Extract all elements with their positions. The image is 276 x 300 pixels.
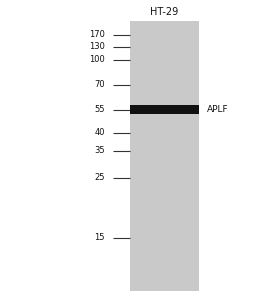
Text: HT-29: HT-29	[150, 7, 178, 17]
Text: 25: 25	[94, 173, 105, 182]
Text: 55: 55	[94, 105, 105, 114]
Text: 40: 40	[94, 128, 105, 137]
Text: APLF: APLF	[207, 105, 229, 114]
Text: 130: 130	[89, 42, 105, 51]
Bar	[130, 105, 199, 114]
Text: 170: 170	[89, 30, 105, 39]
Text: 35: 35	[94, 146, 105, 155]
Text: 70: 70	[94, 80, 105, 89]
Text: 15: 15	[94, 233, 105, 242]
Bar	[130, 21, 199, 291]
Text: 100: 100	[89, 56, 105, 64]
